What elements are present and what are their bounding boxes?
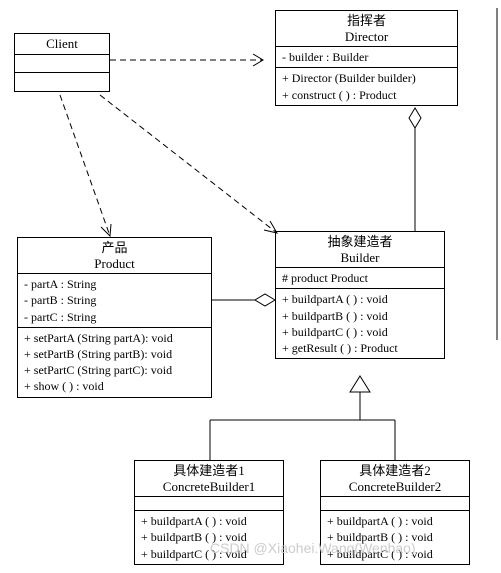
- class-product-ops: + setPartA (String partA): void + setPar…: [18, 328, 211, 397]
- title-line: 具体建造者1: [141, 463, 277, 479]
- title-line: 抽象建造者: [282, 234, 438, 250]
- title-line: Builder: [282, 250, 438, 266]
- attr-line: # product Product: [282, 270, 438, 286]
- class-client-title: Client: [15, 34, 109, 55]
- title-line: Director: [282, 29, 451, 45]
- title-line: ConcreteBuilder1: [141, 479, 277, 495]
- title-line: 产品: [24, 240, 205, 256]
- op-line: + show ( ) : void: [24, 378, 205, 394]
- class-builder: 抽象建造者 Builder # product Product + buildp…: [275, 231, 445, 359]
- title-line: Client: [21, 36, 103, 52]
- class-builder-title: 抽象建造者 Builder: [276, 232, 444, 268]
- op-line: + buildpartA ( ) : void: [327, 513, 463, 529]
- title-line: 指挥者: [282, 13, 451, 29]
- title-line: 具体建造者2: [327, 463, 463, 479]
- class-product-title: 产品 Product: [18, 238, 211, 274]
- class-client-attrs: [15, 55, 109, 73]
- op-line: + buildpartA ( ) : void: [282, 291, 438, 307]
- attr-line: - partA : String: [24, 276, 205, 292]
- op-line: + construct ( ) : Product: [282, 87, 451, 103]
- title-line: ConcreteBuilder2: [327, 479, 463, 495]
- op-line: + buildpartA ( ) : void: [141, 513, 277, 529]
- op-line: + setPartA (String partA): void: [24, 330, 205, 346]
- class-director-attrs: - builder : Builder: [276, 47, 457, 68]
- op-line: + Director (Builder builder): [282, 70, 451, 86]
- class-product: 产品 Product - partA : String - partB : St…: [17, 237, 212, 398]
- class-concrete1-ops: + buildpartA ( ) : void + buildpartB ( )…: [135, 511, 283, 564]
- class-product-attrs: - partA : String - partB : String - part…: [18, 274, 211, 328]
- class-client: Client: [14, 33, 110, 92]
- op-line: + getResult ( ) : Product: [282, 340, 438, 356]
- op-line: + buildpartB ( ) : void: [327, 529, 463, 545]
- op-line: + buildpartC ( ) : void: [141, 546, 277, 562]
- op-line: + setPartC (String partC): void: [24, 362, 205, 378]
- class-concrete2-ops: + buildpartA ( ) : void + buildpartB ( )…: [321, 511, 469, 564]
- attr-line: - partC : String: [24, 309, 205, 325]
- class-director-ops: + Director (Builder builder) + construct…: [276, 68, 457, 104]
- class-builder-ops: + buildpartA ( ) : void + buildpartB ( )…: [276, 289, 444, 358]
- title-line: Product: [24, 256, 205, 272]
- attr-line: - builder : Builder: [282, 49, 451, 65]
- class-director-title: 指挥者 Director: [276, 11, 457, 47]
- op-line: + buildpartC ( ) : void: [282, 324, 438, 340]
- class-concrete2: 具体建造者2 ConcreteBuilder2 + buildpartA ( )…: [320, 460, 470, 565]
- class-builder-attrs: # product Product: [276, 268, 444, 289]
- class-concrete2-title: 具体建造者2 ConcreteBuilder2: [321, 461, 469, 497]
- attr-line: - partB : String: [24, 292, 205, 308]
- class-concrete1-title: 具体建造者1 ConcreteBuilder1: [135, 461, 283, 497]
- class-concrete1: 具体建造者1 ConcreteBuilder1 + buildpartA ( )…: [134, 460, 284, 565]
- op-line: + buildpartB ( ) : void: [141, 529, 277, 545]
- op-line: + buildpartB ( ) : void: [282, 308, 438, 324]
- class-client-ops: [15, 73, 109, 91]
- op-line: + setPartB (String partB): void: [24, 346, 205, 362]
- class-concrete2-attrs: [321, 497, 469, 511]
- op-line: + buildpartC ( ) : void: [327, 546, 463, 562]
- class-director: 指挥者 Director - builder : Builder + Direc…: [275, 10, 458, 106]
- class-concrete1-attrs: [135, 497, 283, 511]
